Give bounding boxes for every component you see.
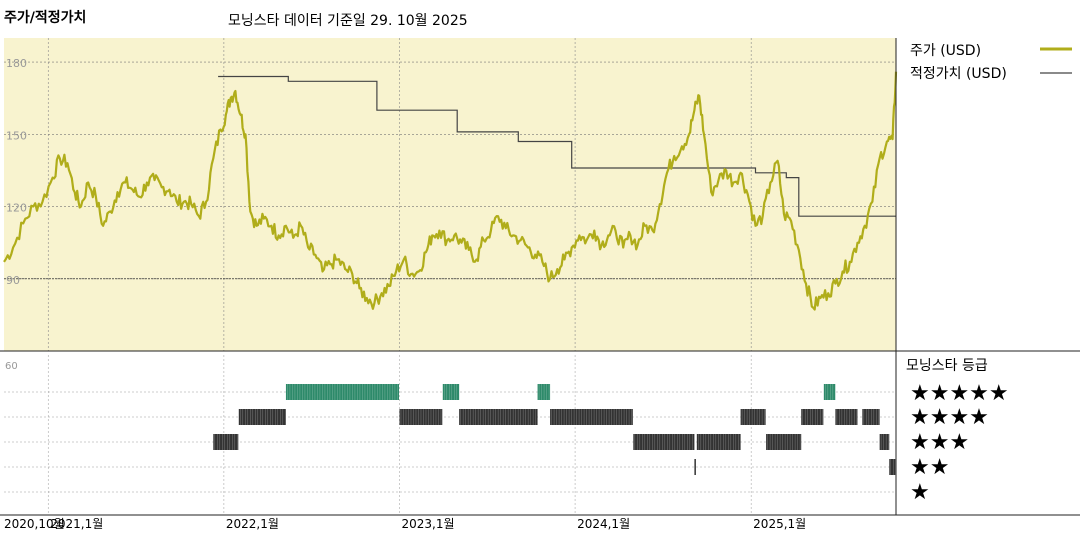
rating-row-5: ★★★★★ [910, 381, 1009, 406]
rating-row-2: ★★ [910, 455, 949, 480]
rating-period [285, 384, 400, 400]
rating-period [835, 409, 858, 425]
rating-period [213, 434, 239, 450]
y-tick-label: 180 [6, 57, 27, 70]
x-tick-label: 2024,1월 [577, 517, 630, 531]
rating-tick [694, 459, 696, 475]
legend: 주가 (USD) 적정가치 (USD) 모닝스타 등급 ★★★★★ ★★★★ ★… [906, 43, 1072, 505]
y-tick-label: 150 [6, 129, 27, 142]
rating-period [766, 434, 802, 450]
rating-row-1: ★ [910, 480, 930, 505]
rating-bar-5-star [823, 384, 836, 400]
x-tick-label: 2020,10월 [4, 517, 65, 531]
x-tick-label: 2021,1월 [50, 517, 103, 531]
rating-period [862, 409, 880, 425]
y-axis-ticks: 180 150 120 90 [6, 57, 27, 287]
rating-legend-title: 모닝스타 등급 [906, 358, 988, 374]
rating-period [696, 434, 741, 450]
rating-period [537, 384, 551, 400]
chart-subtitle: 모닝스타 데이터 기준일 29. 10월 2025 [228, 13, 468, 29]
rating-period [459, 409, 538, 425]
rating-bar-5-star [285, 384, 400, 400]
rating-bar-3-star [213, 434, 239, 450]
x-tick-label: 2022,1월 [226, 517, 279, 531]
rating-period [442, 384, 460, 400]
x-tick-label: 2025,1월 [753, 517, 806, 531]
y-tick-label: 90 [6, 274, 20, 287]
rating-bar-4-star [835, 409, 858, 425]
rating-bar-2-star [694, 459, 696, 475]
rating-bar-4-star [238, 409, 286, 425]
y-tick-label: 120 [6, 202, 27, 215]
rating-period [740, 409, 766, 425]
legend-price-label: 주가 (USD) [910, 43, 981, 59]
rating-row-3: ★★★ [910, 430, 969, 455]
rating-bar-2-star [889, 459, 897, 475]
rating-bars [213, 384, 897, 475]
rating-period [889, 459, 896, 475]
rating-period [550, 409, 633, 425]
legend-fair-value-label: 적정가치 (USD) [910, 66, 1007, 82]
rating-bar-4-star [459, 409, 538, 425]
rating-period [823, 384, 836, 400]
rating-period [879, 434, 890, 450]
rating-grid [4, 355, 896, 515]
rating-period [801, 409, 824, 425]
rating-bar-5-star [537, 384, 551, 400]
rating-axis-label: 60 [5, 361, 18, 372]
rating-bar-5-star [442, 384, 460, 400]
rating-bar-4-star [740, 409, 766, 425]
grid-lines [4, 38, 896, 351]
chart-title: 주가/적정가치 [4, 9, 86, 26]
rating-bar-4-star [550, 409, 633, 425]
rating-bar-4-star [801, 409, 824, 425]
rating-bar-3-star [696, 434, 741, 450]
fair-value-line [218, 75, 896, 217]
price-line [3, 71, 898, 311]
rating-bar-4-star [399, 409, 443, 425]
rating-row-4: ★★★★ [910, 405, 989, 430]
rating-period [399, 409, 443, 425]
rating-bar-3-star [879, 434, 890, 450]
rating-period [633, 434, 695, 450]
rating-bar-4-star [862, 409, 880, 425]
rating-bar-3-star [766, 434, 802, 450]
rating-bar-3-star [633, 434, 695, 450]
x-tick-label: 2023,1월 [401, 517, 454, 531]
rating-period [238, 409, 286, 425]
